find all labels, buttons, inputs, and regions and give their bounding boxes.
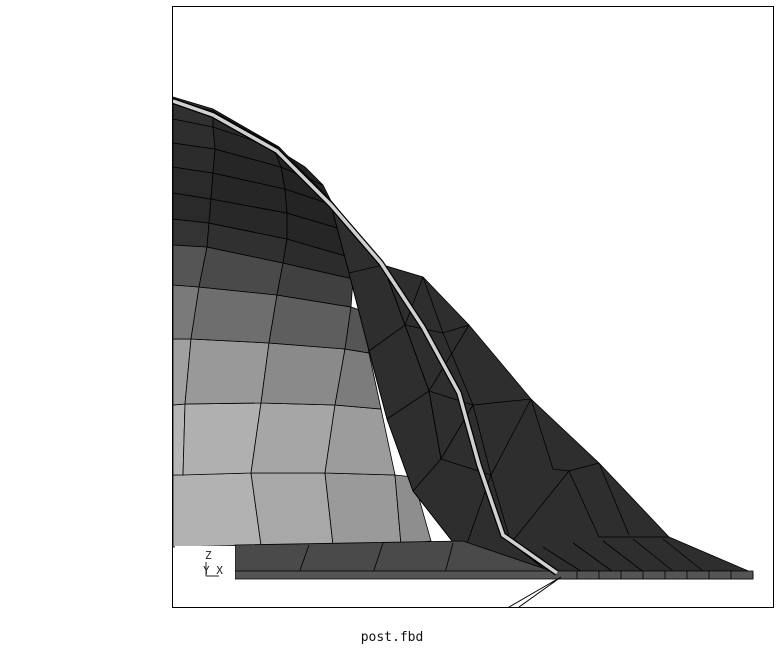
triad-z-label: Z (205, 549, 212, 562)
highlighted-edge-core (173, 99, 559, 575)
triad-yx-label: Y X (203, 564, 223, 577)
fe-mesh-render[interactable] (173, 7, 773, 607)
triad-axes-icon (205, 562, 219, 577)
graphics-viewport[interactable]: Z Y X (172, 6, 774, 608)
leader-line (508, 576, 562, 607)
base-flange (234, 540, 754, 580)
file-name-caption: post.fbd (360, 630, 424, 645)
axis-triad: Z Y X (175, 546, 235, 580)
